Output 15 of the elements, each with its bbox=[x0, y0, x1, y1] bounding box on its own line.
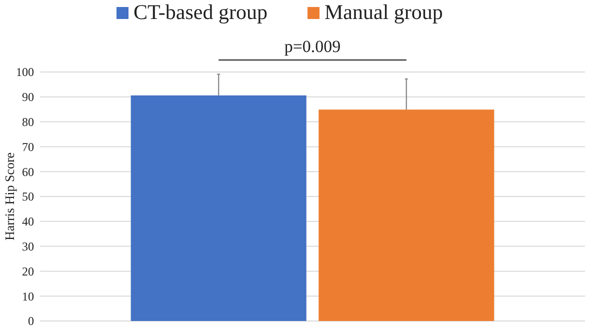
y-tick-label: 40 bbox=[22, 214, 34, 229]
y-axis-title: Harris Hip Score bbox=[2, 152, 17, 241]
y-tick-label: 80 bbox=[22, 115, 34, 129]
y-tick-label: 70 bbox=[22, 140, 34, 154]
y-tick-label: 20 bbox=[22, 264, 34, 278]
legend-label: CT-based group bbox=[134, 0, 268, 24]
y-tick-label: 60 bbox=[22, 164, 34, 179]
text: p=0.009 bbox=[284, 37, 341, 56]
y-tick-label: 50 bbox=[22, 190, 34, 204]
y-tick-label: 0 bbox=[28, 314, 34, 326]
y-tick-label: 30 bbox=[22, 240, 34, 254]
y-tick-label: 10 bbox=[22, 289, 34, 304]
y-tick-label: 90 bbox=[22, 90, 34, 104]
legend-label: Manual group bbox=[324, 0, 443, 24]
y-tick-label: 100 bbox=[16, 65, 34, 80]
